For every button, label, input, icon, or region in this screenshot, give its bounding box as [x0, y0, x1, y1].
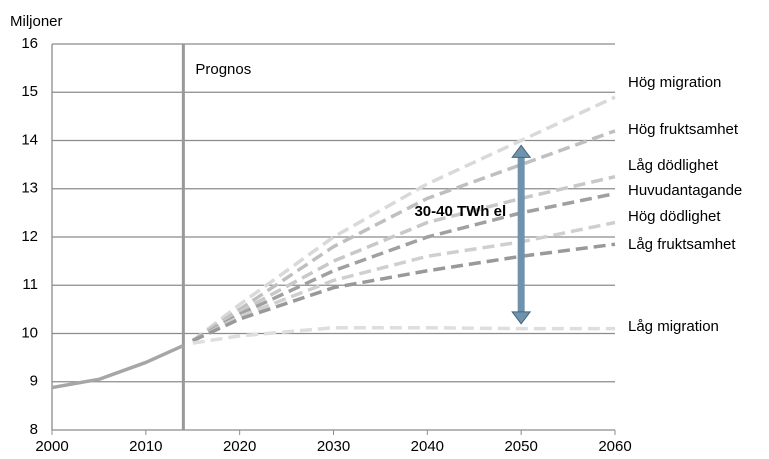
series-line	[191, 95, 616, 343]
x-tick-label: 2030	[317, 438, 350, 455]
y-tick-label: 11	[22, 276, 38, 293]
series-line	[191, 220, 616, 343]
x-tick-label: 2050	[504, 438, 537, 455]
series-label: Hög dödlighet	[628, 208, 721, 225]
y-tick-label: 14	[21, 131, 38, 148]
arrow-label: 30-40 TWh el	[414, 203, 506, 220]
series-label: Låg dödlighet	[628, 157, 719, 174]
x-tick-label: 2020	[223, 438, 256, 455]
forecast-label: Prognos	[195, 61, 251, 78]
series-line	[192, 242, 616, 343]
series-label: Hög fruktsamhet	[628, 121, 739, 138]
series-label: Låg fruktsamhet	[628, 236, 736, 253]
y-tick-label: 10	[21, 324, 38, 341]
x-tick-label: 2000	[35, 438, 68, 455]
series-label: Låg migration	[628, 318, 719, 335]
series-label: Hög migration	[628, 74, 721, 91]
y-tick-label: 9	[30, 373, 38, 390]
x-tick-label: 2060	[598, 438, 631, 455]
series-line	[191, 129, 616, 343]
arrow-head	[511, 311, 532, 325]
y-tick-label: 16	[21, 35, 38, 52]
series-line	[192, 325, 615, 345]
arrow-head	[511, 144, 532, 158]
y-tick-label: 8	[30, 421, 38, 438]
series-line	[51, 343, 185, 390]
y-tick-label: 12	[21, 228, 38, 245]
y-tick-label: 13	[21, 180, 38, 197]
x-tick-label: 2010	[129, 438, 162, 455]
x-tick-label: 2040	[411, 438, 444, 455]
series-line	[191, 174, 616, 343]
y-axis-label: Miljoner	[10, 13, 63, 30]
y-tick-label: 15	[21, 83, 38, 100]
series-label: Huvudantagande	[628, 182, 742, 199]
series-line	[191, 191, 616, 343]
